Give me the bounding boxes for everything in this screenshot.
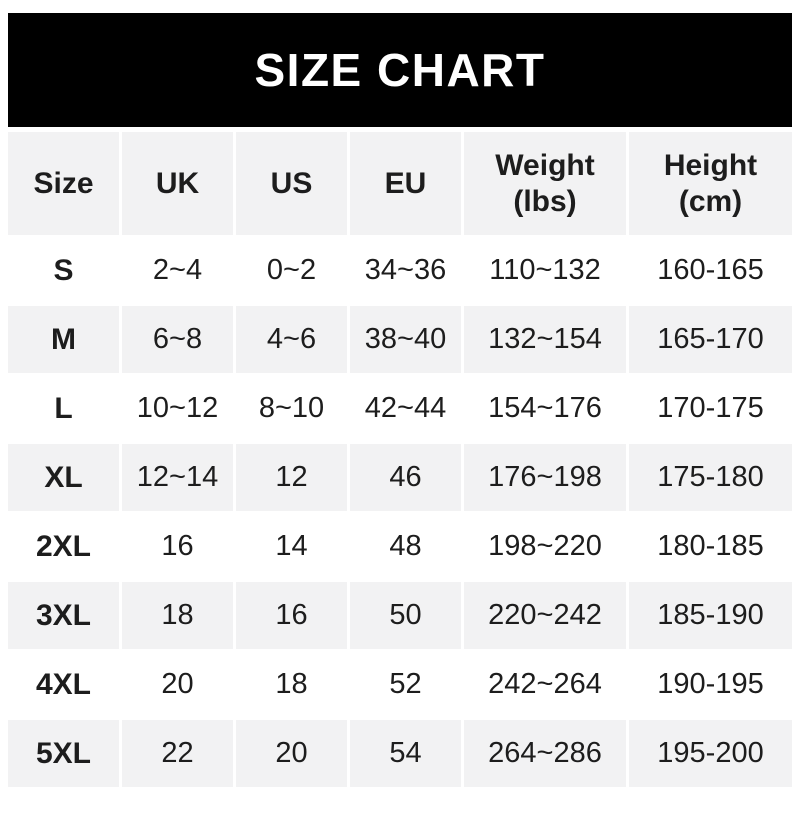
value-cell: 110~132 xyxy=(489,254,601,287)
value-cell: 185-190 xyxy=(629,582,792,649)
size-chart-table: Size UK US EU Weight (lbs) Height (cm) S 2~4 0~… xyxy=(5,130,795,789)
value-cell: 175-180 xyxy=(629,444,792,511)
value-cell: 8~10 xyxy=(258,392,325,425)
size-label-cell: L xyxy=(54,391,73,425)
size-label-cell: 4XL xyxy=(35,667,92,701)
value-cell: 165-170 xyxy=(629,306,792,373)
value-cell: 52 xyxy=(389,668,422,701)
value-cell: 220~242 xyxy=(464,582,626,649)
size-chart-banner: SIZE CHART xyxy=(8,13,792,127)
value-cell: 6~8 xyxy=(122,306,233,373)
table-row-xl: XL 12~14 12 46 176~198 175-180 xyxy=(8,444,792,511)
size-label-cell: XL xyxy=(8,444,119,511)
table-row-m: M 6~8 4~6 38~40 132~154 165-170 xyxy=(8,306,792,373)
value-cell: 4~6 xyxy=(236,306,347,373)
size-label-cell: 2XL xyxy=(35,529,92,563)
size-label-cell: M xyxy=(8,306,119,373)
value-cell: 20 xyxy=(161,668,194,701)
value-cell: 170-175 xyxy=(657,392,764,425)
value-cell: 34~36 xyxy=(364,254,447,287)
value-cell: 22 xyxy=(122,720,233,787)
table-header-row: Size UK US EU Weight (lbs) Height (cm) xyxy=(8,132,792,235)
value-cell: 16 xyxy=(161,530,194,563)
value-cell: 12~14 xyxy=(122,444,233,511)
column-header-us: US xyxy=(236,132,347,235)
table-row-3xl: 3XL 18 16 50 220~242 185-190 xyxy=(8,582,792,649)
value-cell: 20 xyxy=(236,720,347,787)
value-cell: 54 xyxy=(350,720,461,787)
value-cell: 160-165 xyxy=(657,254,764,287)
value-cell: 18 xyxy=(122,582,233,649)
value-cell: 242~264 xyxy=(488,668,602,701)
value-cell: 18 xyxy=(275,668,308,701)
table-row-5xl: 5XL 22 20 54 264~286 195-200 xyxy=(8,720,792,787)
table-row-4xl: 4XL 20 18 52 242~264 190-195 xyxy=(8,651,792,718)
table-body: S 2~4 0~2 34~36 110~132 160-165 M 6~8 4~6 38~40 13… xyxy=(8,237,792,787)
column-header-uk: UK xyxy=(122,132,233,235)
table-row-2xl: 2XL 16 14 48 198~220 180-185 xyxy=(8,513,792,580)
column-header-eu: EU xyxy=(350,132,461,235)
value-cell: 14 xyxy=(275,530,308,563)
value-cell: 264~286 xyxy=(464,720,626,787)
value-cell: 16 xyxy=(236,582,347,649)
column-header-height: Height (cm) xyxy=(629,132,792,235)
value-cell: 48 xyxy=(389,530,422,563)
value-cell: 132~154 xyxy=(464,306,626,373)
page-title: SIZE CHART xyxy=(254,44,546,96)
value-cell: 190-195 xyxy=(657,668,764,701)
value-cell: 195-200 xyxy=(629,720,792,787)
size-label-cell: 5XL xyxy=(8,720,119,787)
value-cell: 46 xyxy=(350,444,461,511)
value-cell: 154~176 xyxy=(488,392,602,425)
value-cell: 42~44 xyxy=(364,392,447,425)
table-row-s: S 2~4 0~2 34~36 110~132 160-165 xyxy=(8,237,792,304)
table-row-l: L 10~12 8~10 42~44 154~176 170-175 xyxy=(8,375,792,442)
value-cell: 10~12 xyxy=(136,392,219,425)
table-head: Size UK US EU Weight (lbs) Height (cm) xyxy=(8,132,792,235)
size-label-cell: S xyxy=(53,253,74,287)
page: { "banner": { "title": "SIZE CHART" }, "… xyxy=(0,13,800,813)
column-header-weight: Weight (lbs) xyxy=(464,132,626,235)
size-label-cell: 3XL xyxy=(8,582,119,649)
value-cell: 198~220 xyxy=(488,530,602,563)
value-cell: 12 xyxy=(236,444,347,511)
value-cell: 180-185 xyxy=(657,530,764,563)
column-header-size: Size xyxy=(8,132,119,235)
value-cell: 176~198 xyxy=(464,444,626,511)
value-cell: 2~4 xyxy=(152,254,203,287)
value-cell: 0~2 xyxy=(266,254,317,287)
value-cell: 50 xyxy=(350,582,461,649)
value-cell: 38~40 xyxy=(350,306,461,373)
